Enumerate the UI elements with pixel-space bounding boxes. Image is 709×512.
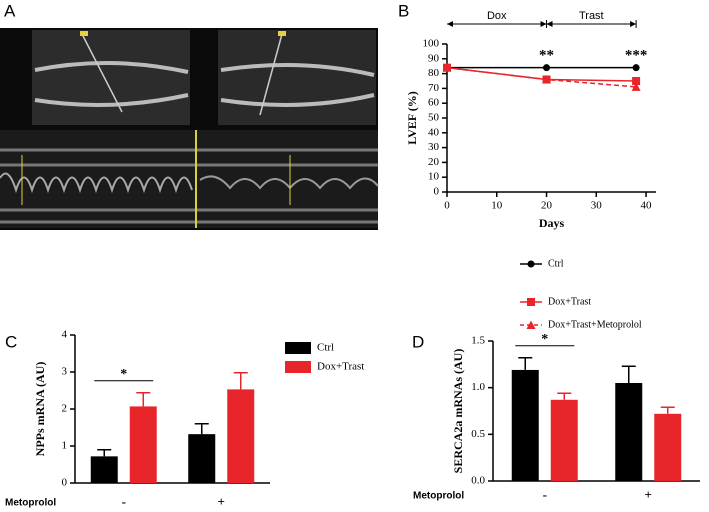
category-label: +: [218, 494, 225, 509]
x-tick-label: 20: [541, 200, 553, 212]
error-bar: [621, 365, 636, 383]
x-tick-label: 0: [444, 200, 450, 212]
y-tick-label: 30: [428, 141, 440, 153]
x-axis-label: Days: [539, 216, 565, 230]
significance-stars: **: [539, 47, 554, 63]
panel-label: D: [412, 332, 424, 351]
y-tick-label: 80: [428, 67, 440, 79]
y-tick-label: 70: [428, 82, 440, 94]
y-tick-label: 0: [62, 477, 68, 489]
y-tick-label: 1: [62, 440, 68, 452]
significance-stars: ***: [625, 47, 648, 63]
panel-label: A: [4, 1, 16, 20]
series-line: [446, 66, 637, 82]
marker: [543, 64, 551, 72]
category-label: +: [645, 487, 652, 502]
marker: [527, 298, 535, 306]
echo-image: [0, 28, 379, 230]
legend-label: Dox+Trast: [548, 296, 591, 307]
series-line: [446, 66, 637, 88]
legend-swatch: [285, 361, 311, 373]
y-axis-label: NPPs mRNA (AU): [33, 362, 47, 457]
legend-label: Dox+Trast+Metoprolol: [548, 319, 642, 330]
x-tick-label: 10: [491, 200, 503, 212]
y-tick-label: 40: [428, 126, 440, 138]
y-tick-label: 0.0: [471, 475, 485, 487]
y-tick-label: 10: [428, 171, 440, 183]
legend-label: Ctrl: [317, 342, 334, 354]
y-tick-label: 0.5: [471, 428, 485, 440]
y-tick-label: 2: [62, 403, 68, 415]
marker: [442, 63, 452, 72]
y-axis-label: SERCA2a mRNAs (AU): [451, 349, 465, 474]
y-tick-label: 100: [423, 38, 440, 50]
row-label: Metoprolol: [413, 491, 464, 502]
significance-stars: *: [120, 367, 127, 382]
marker: [632, 77, 641, 85]
bar: [615, 383, 643, 481]
error-bar: [97, 448, 112, 457]
y-tick-label: 3: [62, 366, 68, 378]
legend-label: Ctrl: [548, 258, 564, 269]
y-tick-label: 90: [428, 52, 440, 64]
y-tick-label: 60: [428, 97, 440, 109]
marker: [632, 64, 640, 72]
period-label: Dox: [487, 10, 507, 22]
y-tick-label: 4: [62, 329, 68, 341]
y-tick-label: 0: [434, 186, 440, 198]
bar: [550, 399, 578, 481]
bar: [129, 406, 157, 483]
error-bar: [233, 371, 248, 390]
y-tick-label: 50: [428, 112, 440, 124]
marker: [542, 75, 552, 84]
error-bar: [660, 406, 675, 414]
bar: [188, 434, 216, 483]
bar: [511, 369, 539, 481]
legend-label: Dox+Trast: [317, 361, 364, 373]
significance-stars: *: [541, 332, 548, 347]
panel-label: C: [5, 332, 17, 351]
period-label: Trast: [579, 10, 604, 22]
y-tick-label: 1.5: [471, 335, 485, 347]
category-label: -: [122, 494, 126, 509]
error-bar: [194, 423, 209, 435]
row-label: Metoprolol: [5, 498, 56, 509]
marker: [526, 320, 536, 329]
y-tick-label: 1.0: [471, 381, 485, 393]
bar: [227, 389, 255, 483]
error-bar: [557, 392, 572, 400]
bar: [654, 413, 682, 481]
panel-label: B: [398, 1, 409, 20]
y-axis-label: LVEF (%): [405, 91, 419, 144]
marker: [631, 82, 641, 91]
error-bar: [136, 391, 151, 407]
error-bar: [518, 357, 533, 370]
bar: [90, 456, 118, 483]
marker: [527, 260, 535, 268]
category-label: -: [543, 487, 547, 502]
x-tick-label: 40: [641, 200, 653, 212]
x-tick-label: 30: [591, 200, 603, 212]
legend-swatch: [285, 342, 311, 354]
y-tick-label: 20: [428, 156, 440, 168]
